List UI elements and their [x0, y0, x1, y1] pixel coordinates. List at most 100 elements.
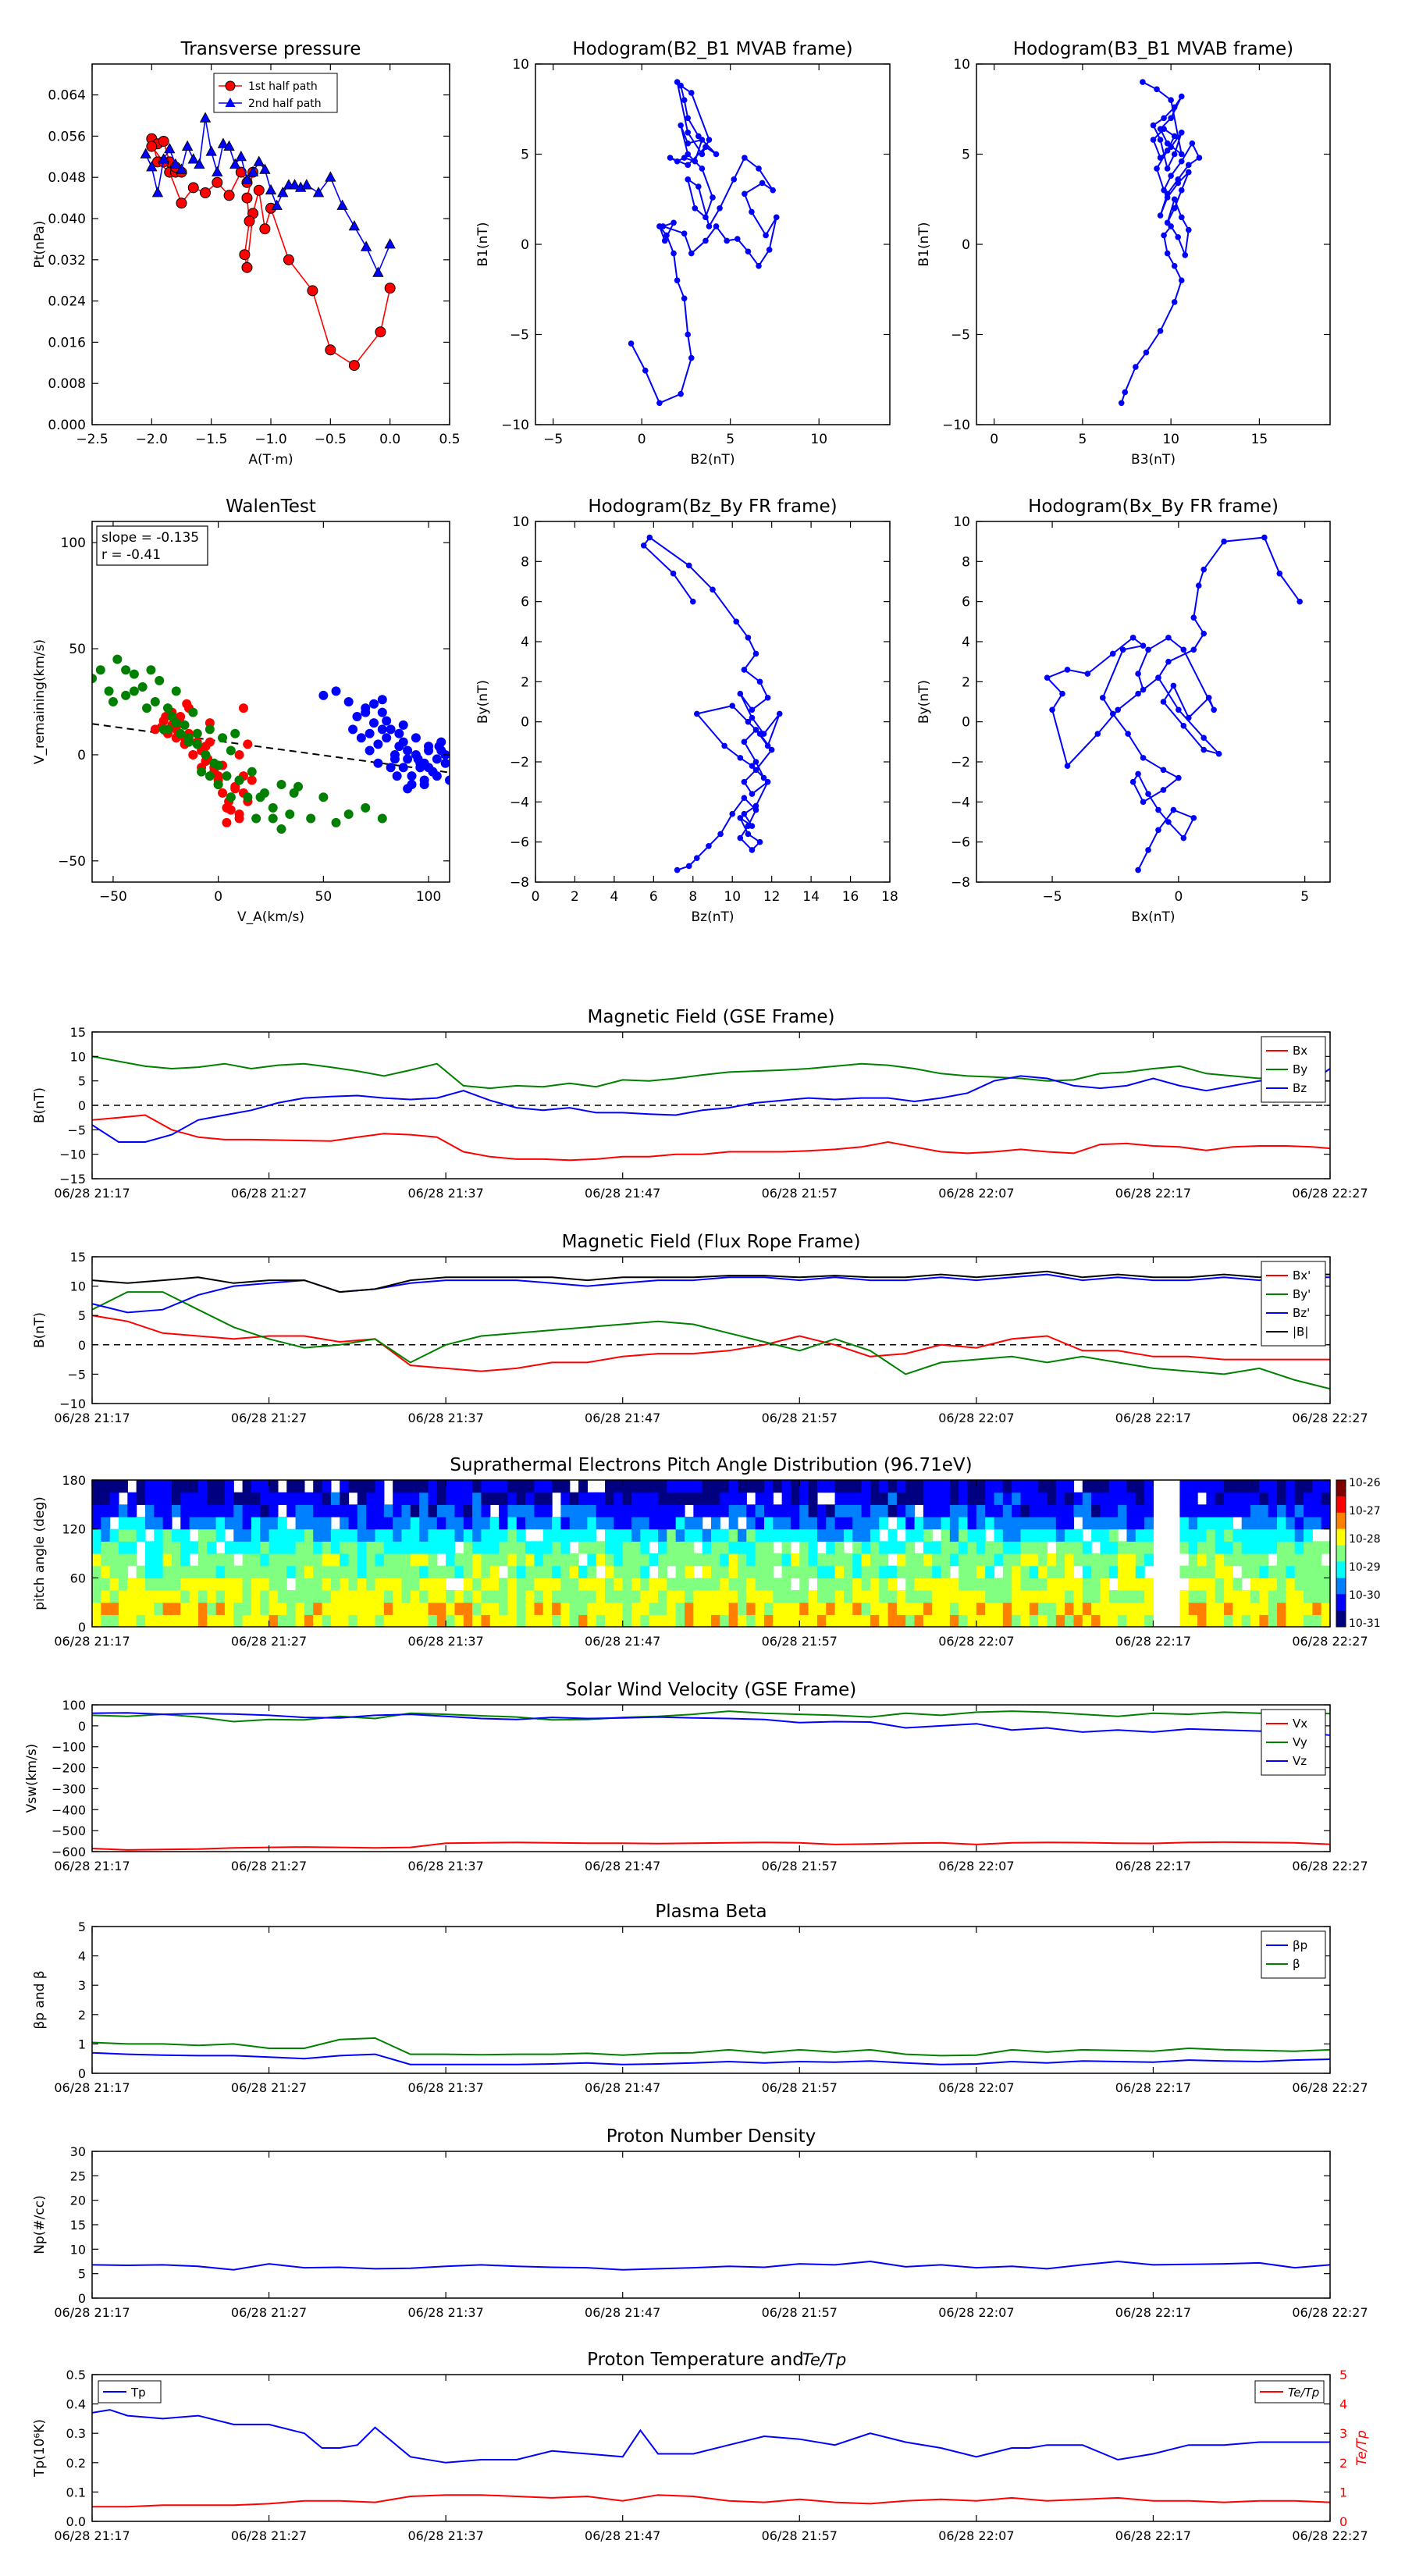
heatmap-cell	[905, 1590, 916, 1603]
series-line	[92, 1315, 1330, 1372]
heatmap-cell	[763, 1602, 774, 1615]
heatmap-cell	[375, 1553, 385, 1567]
heatmap-cell	[994, 1528, 1004, 1542]
scatter-point	[158, 716, 169, 726]
scatter-point	[398, 720, 408, 730]
data-point	[1135, 690, 1141, 697]
heatmap-cell	[640, 1602, 650, 1615]
heatmap-cell	[843, 1590, 853, 1603]
heatmap-cell	[1304, 1528, 1313, 1542]
axes-frame	[91, 1479, 1331, 1628]
data-point	[749, 714, 756, 721]
heatmap-cell	[649, 1517, 659, 1530]
heatmap-cell	[330, 1565, 340, 1578]
data-point	[1084, 671, 1091, 677]
heatmap-cell	[640, 1553, 650, 1567]
heatmap-cell	[1215, 1553, 1225, 1567]
heatmap-cell	[109, 1553, 119, 1567]
series-line	[92, 2260, 1330, 2271]
heatmap-cell	[976, 1492, 986, 1505]
y-tick-label: −6	[510, 835, 529, 851]
data-point	[760, 774, 767, 781]
heatmap-cell	[197, 1528, 208, 1542]
plot-area	[92, 1480, 1330, 1627]
data-point	[681, 230, 688, 237]
x-tick-label: −0.5	[315, 432, 347, 447]
heatmap-cell	[295, 1517, 305, 1530]
heatmap-cell	[136, 1492, 146, 1505]
scatter-point	[398, 737, 408, 747]
heatmap-cell	[685, 1541, 694, 1554]
axes-frame	[91, 1704, 1331, 1852]
data-point	[717, 831, 724, 838]
scatter-point	[369, 699, 379, 709]
heatmap-cell	[144, 1480, 155, 1493]
heatmap-cell	[631, 1517, 641, 1530]
heatmap-cell	[773, 1504, 783, 1517]
heatmap-cell	[685, 1480, 694, 1493]
y-tick-label: 120	[62, 1522, 86, 1537]
data-point	[731, 176, 738, 183]
data-point	[685, 863, 692, 870]
heatmap-cell	[1038, 1504, 1048, 1517]
heatmap-cell	[896, 1492, 906, 1505]
heatmap-cell	[1100, 1614, 1110, 1627]
heatmap-cell	[286, 1614, 297, 1627]
y-axis-label: B1(nT)	[475, 222, 491, 267]
heatmap-cell	[605, 1504, 614, 1517]
heatmap-cell	[711, 1504, 720, 1517]
heatmap-cell	[746, 1541, 756, 1554]
heatmap-cell	[959, 1528, 969, 1542]
heatmap-cell	[516, 1565, 526, 1578]
heatmap-cell	[1197, 1602, 1207, 1615]
heatmap-cell	[92, 1480, 101, 1493]
heatmap-cell	[1091, 1517, 1101, 1530]
heatmap-cell	[923, 1602, 933, 1615]
heatmap-cell	[304, 1528, 314, 1542]
heatmap-cell	[843, 1517, 853, 1530]
y-axis-label: B1(nT)	[916, 222, 932, 267]
x-tick-label: 0	[990, 432, 998, 447]
x-tick-label: 16	[842, 889, 859, 905]
heatmap-cell	[215, 1517, 226, 1530]
heatmap-cell	[375, 1492, 385, 1505]
heatmap-cell	[560, 1565, 571, 1578]
heatmap-cell	[905, 1578, 916, 1591]
scatter-point	[348, 724, 358, 735]
heatmap-cell	[799, 1528, 809, 1542]
heatmap-cell	[269, 1480, 279, 1493]
heatmap-cell	[215, 1590, 226, 1603]
legend-label: Tp	[130, 2386, 146, 2400]
heatmap-cell	[1188, 1578, 1198, 1591]
heatmap-cell	[693, 1590, 703, 1603]
heatmap-cell	[180, 1590, 190, 1603]
y-tick-label: −8	[510, 875, 529, 891]
heatmap-cell	[499, 1578, 509, 1591]
heatmap-cell	[1065, 1602, 1075, 1615]
heatmap-cell	[1126, 1553, 1136, 1567]
heatmap-cell	[1055, 1541, 1065, 1554]
heatmap-cell	[755, 1492, 765, 1505]
data-point	[1133, 364, 1139, 370]
heatmap-cell	[534, 1480, 544, 1493]
scatter-point	[445, 775, 450, 785]
heatmap-cell	[224, 1492, 234, 1505]
heatmap-cell	[1020, 1492, 1030, 1505]
y-tick-label: 0.064	[48, 88, 86, 104]
plot-area	[628, 79, 780, 407]
heatmap-cell	[826, 1480, 836, 1493]
data-point	[1161, 115, 1167, 122]
heatmap-cell	[994, 1517, 1004, 1530]
heatmap-cell	[1277, 1578, 1286, 1591]
heatmap-cell	[959, 1590, 969, 1603]
heatmap-cell	[959, 1517, 969, 1530]
data-point	[660, 223, 667, 229]
heatmap-cell	[357, 1553, 367, 1567]
heatmap-cell	[295, 1602, 305, 1615]
heatmap-cell	[1215, 1504, 1225, 1517]
heatmap-cell	[1038, 1553, 1048, 1567]
heatmap-cell	[1012, 1578, 1022, 1591]
heatmap-cell	[746, 1517, 756, 1530]
heatmap-cell	[436, 1517, 446, 1530]
heatmap-cell	[269, 1528, 279, 1542]
